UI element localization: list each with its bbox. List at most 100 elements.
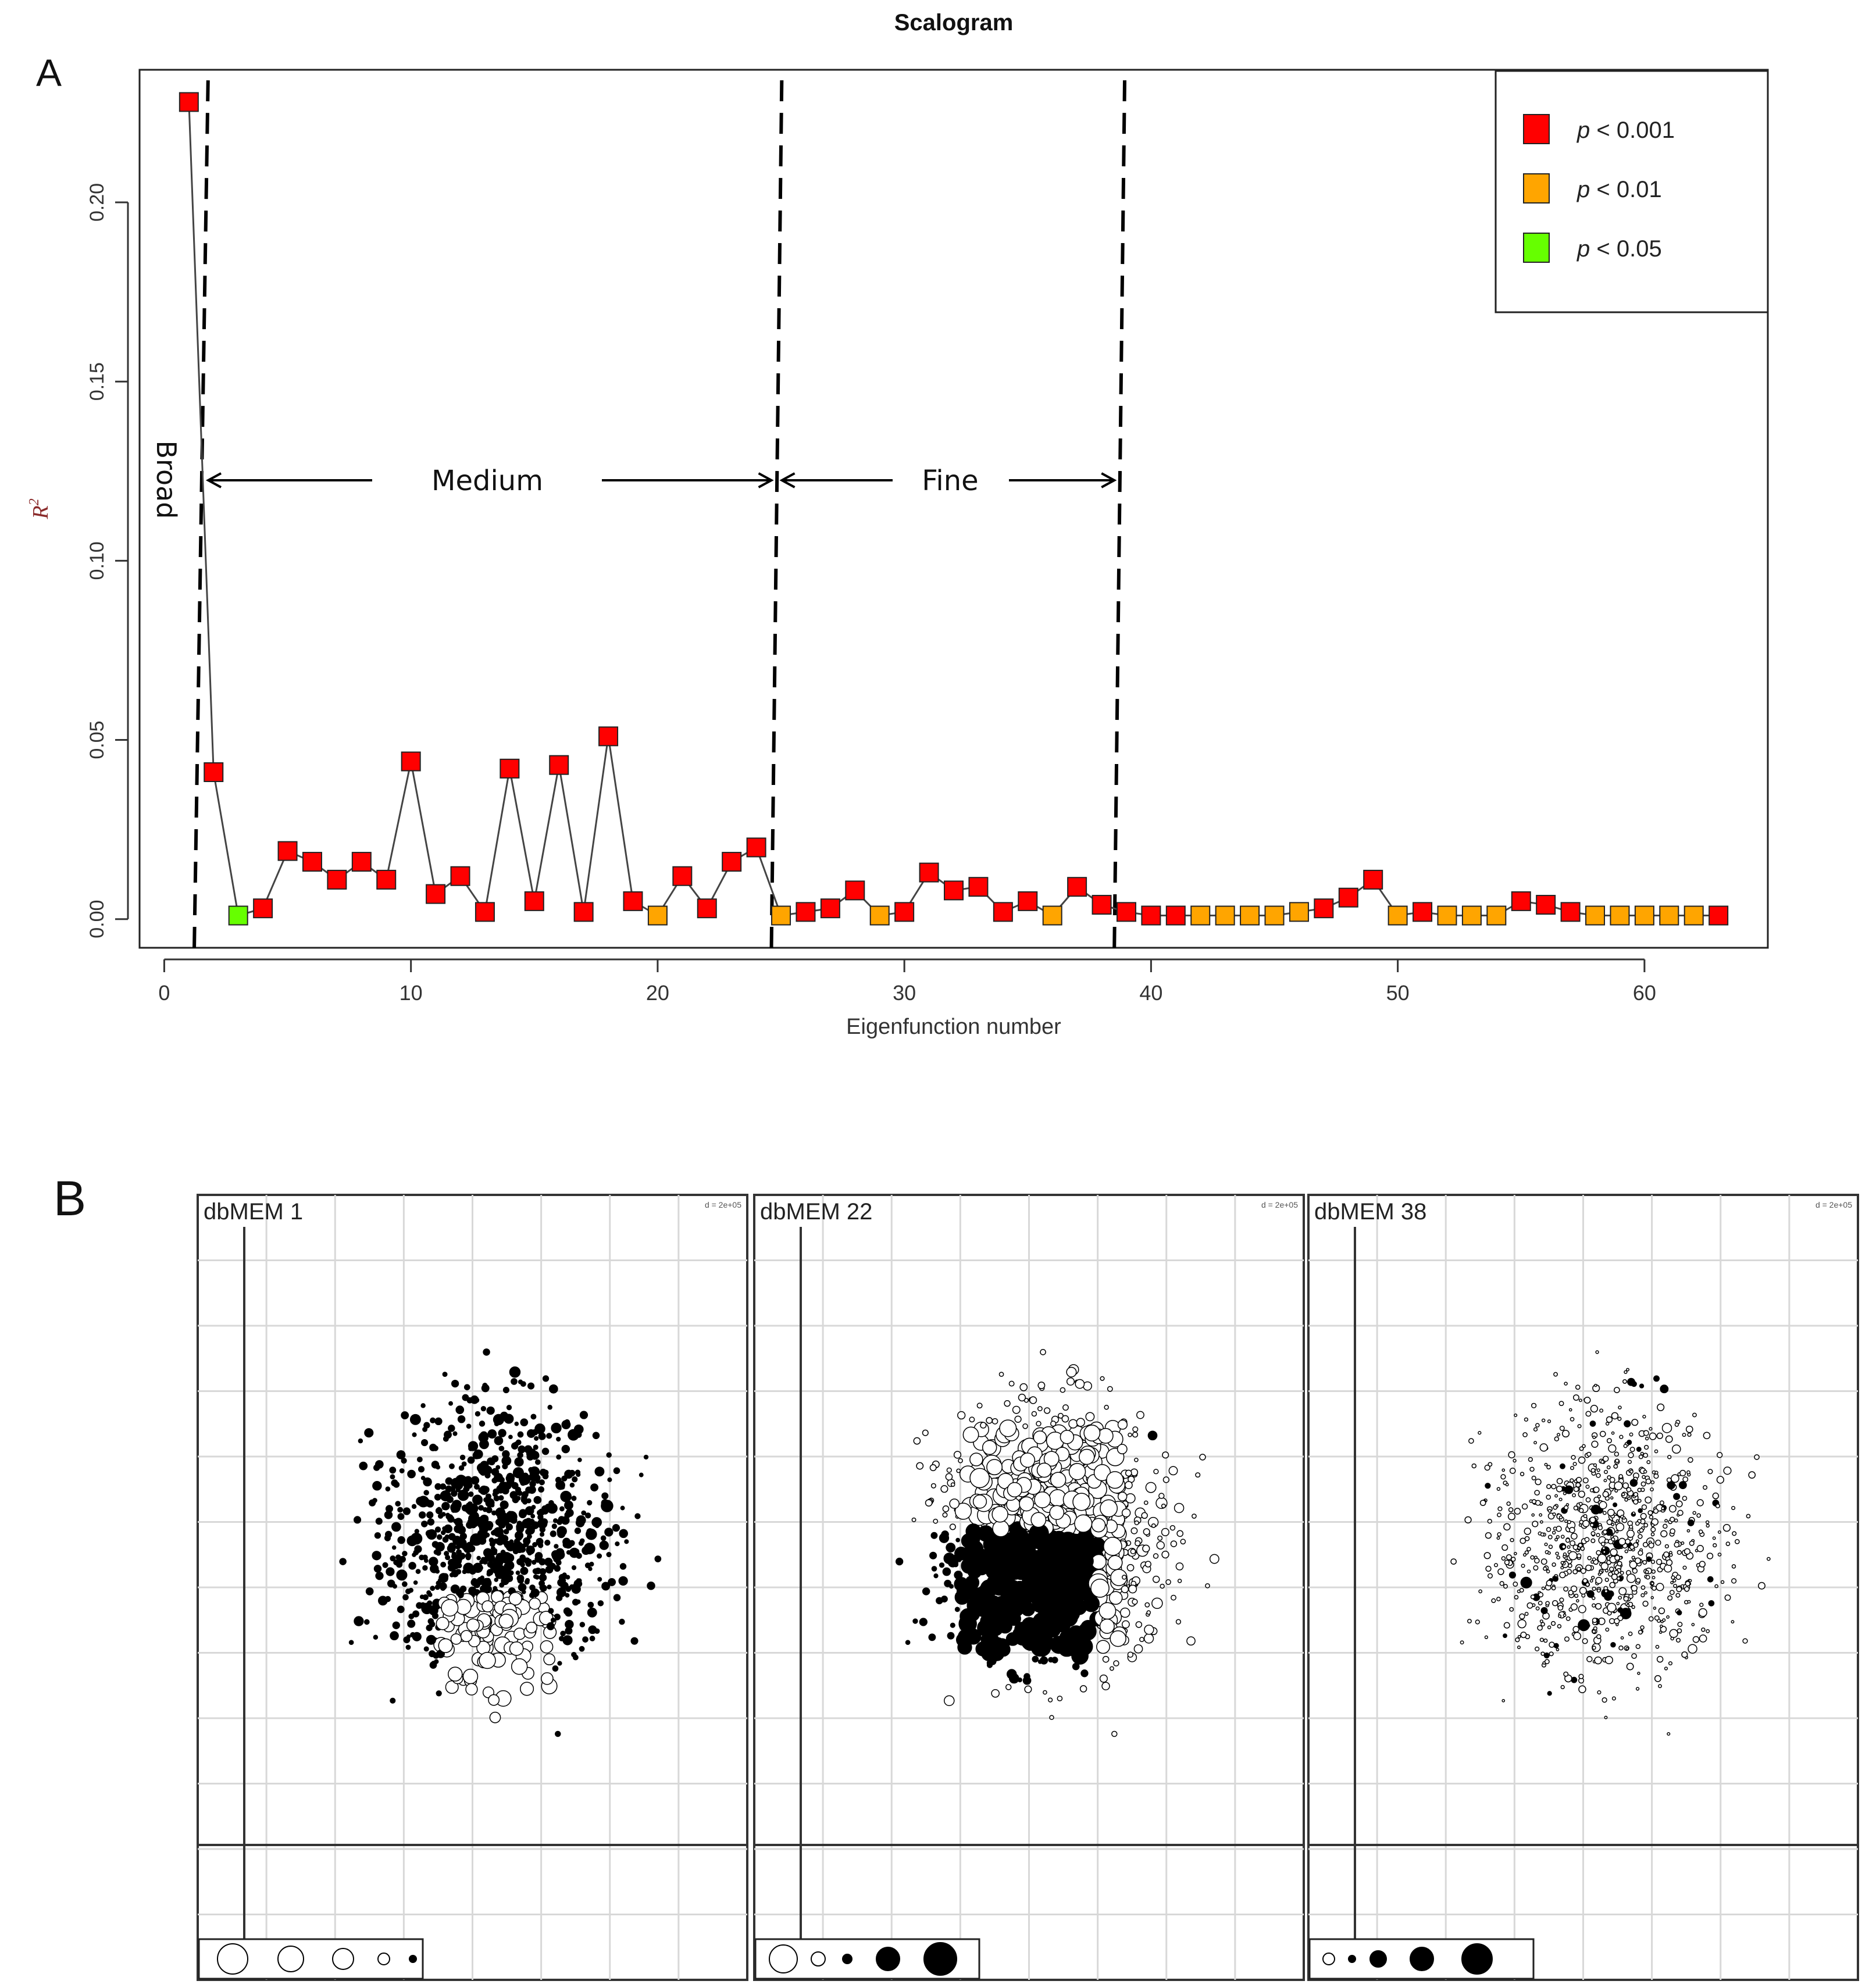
- map-bubble: [1677, 1509, 1683, 1516]
- map-bubble: [1618, 1537, 1626, 1546]
- map-bubble: [619, 1529, 628, 1539]
- map-bubble: [1722, 1523, 1731, 1532]
- map-bubble: [560, 1630, 566, 1637]
- map-bubble: [1497, 1568, 1504, 1575]
- map-bubble: [1590, 1531, 1596, 1536]
- map-bubble: [359, 1461, 368, 1471]
- map-bubble: [1717, 1552, 1722, 1557]
- map-bubble: [577, 1457, 582, 1462]
- map-bubble: [1632, 1568, 1638, 1574]
- map-bubble: [397, 1507, 404, 1513]
- plot-frame: [138, 69, 1769, 949]
- map-bubble: [1057, 1696, 1063, 1701]
- map-bubble: [521, 1586, 526, 1591]
- map-bubble: [468, 1441, 479, 1451]
- map-bubble: [1209, 1554, 1219, 1564]
- map-bubble: [1582, 1519, 1590, 1527]
- map-bubble: [1586, 1590, 1595, 1598]
- size-legend-bubble: [1410, 1947, 1434, 1971]
- map-bubble: [1643, 1523, 1649, 1528]
- map-bubble: [1642, 1475, 1646, 1479]
- map-bubble: [427, 1618, 434, 1625]
- map-bubble: [1593, 1463, 1597, 1467]
- map-bubble: [1654, 1449, 1658, 1454]
- map-bubble: [1171, 1594, 1176, 1601]
- map-bubble: [1177, 1579, 1182, 1583]
- map-bubble: [462, 1668, 479, 1684]
- map-bubble: [1040, 1349, 1046, 1355]
- map-bubble: [401, 1411, 409, 1419]
- map-bubble: [1051, 1657, 1058, 1664]
- map-bubble: [504, 1518, 510, 1524]
- map-bubble: [1590, 1538, 1596, 1543]
- map-bubble: [1544, 1543, 1548, 1547]
- map-bubble: [1600, 1459, 1605, 1464]
- map-bubble: [1538, 1601, 1543, 1605]
- map-bubble: [1653, 1375, 1660, 1382]
- map-bubble: [550, 1617, 556, 1623]
- map-bubble: [966, 1596, 985, 1615]
- map-bubble: [1004, 1400, 1011, 1407]
- map-bubble: [434, 1417, 443, 1426]
- map-bubble: [1540, 1532, 1545, 1537]
- map-bubble: [1540, 1558, 1547, 1565]
- map-bubble: [895, 1557, 904, 1566]
- map-bubble: [1611, 1523, 1615, 1526]
- map-bubble: [1075, 1379, 1085, 1389]
- map-bubble: [1638, 1630, 1643, 1635]
- map-bubble: [957, 1411, 966, 1420]
- map-bubble: [972, 1494, 987, 1509]
- map-bubble: [1633, 1499, 1639, 1505]
- map-bubble: [624, 1539, 629, 1544]
- map-bubble: [1531, 1402, 1537, 1408]
- map-bubble: [1022, 1423, 1028, 1429]
- map-bubble: [1107, 1386, 1113, 1392]
- r2-point: [1536, 895, 1556, 915]
- map-bubble: [946, 1543, 956, 1552]
- map-bubble: [1658, 1607, 1665, 1615]
- map-bubble: [933, 1573, 939, 1579]
- map-bubble: [1652, 1586, 1657, 1591]
- map-bubble: [1450, 1558, 1457, 1565]
- map-bubble: [1628, 1594, 1633, 1599]
- map-bubble: [511, 1378, 518, 1385]
- map-bubble: [1622, 1482, 1629, 1489]
- map-bubble: [508, 1592, 522, 1606]
- fine-arrowhead-right: [1101, 472, 1117, 488]
- map-bubble: [1549, 1641, 1555, 1648]
- map-bubble: [1578, 1502, 1583, 1506]
- map-bubble: [1049, 1505, 1065, 1521]
- map-bubble: [1568, 1590, 1574, 1596]
- map-bubble: [1557, 1605, 1564, 1611]
- map-bubble: [1600, 1562, 1609, 1571]
- legend-threshold: < 0.001: [1590, 117, 1675, 143]
- map-bubble: [536, 1509, 543, 1516]
- map-bubble: [1665, 1435, 1673, 1443]
- map-bubble: [1635, 1539, 1639, 1543]
- map-bubble: [1606, 1519, 1613, 1525]
- map-bubble: [1656, 1558, 1663, 1565]
- r2-point: [672, 866, 693, 886]
- map-bubble: [461, 1461, 467, 1467]
- map-bubble: [556, 1594, 563, 1601]
- map-bubble: [530, 1514, 536, 1519]
- map-bubble: [1572, 1394, 1579, 1401]
- map-bubble: [1104, 1405, 1109, 1410]
- r2-point: [894, 902, 915, 922]
- map-bubble: [479, 1530, 486, 1537]
- r2-point: [1240, 905, 1260, 926]
- map-bubble: [576, 1599, 581, 1604]
- map-bubble: [526, 1534, 532, 1539]
- y-axis: 0.00 0.05 0.10 0.15 0.20: [86, 183, 129, 938]
- map-bubble: [1597, 1690, 1602, 1695]
- map-bubble: [1548, 1544, 1553, 1549]
- r2-point: [1289, 902, 1309, 922]
- map-bubble: [1631, 1584, 1638, 1592]
- map-bubble: [1483, 1552, 1491, 1559]
- map-bubble: [1549, 1651, 1554, 1657]
- map-bubble: [1631, 1381, 1637, 1387]
- map-bubble: [1696, 1513, 1702, 1518]
- map-bubble: [546, 1622, 555, 1630]
- map-bubble: [1659, 1624, 1663, 1628]
- map-bubble: [1535, 1478, 1542, 1486]
